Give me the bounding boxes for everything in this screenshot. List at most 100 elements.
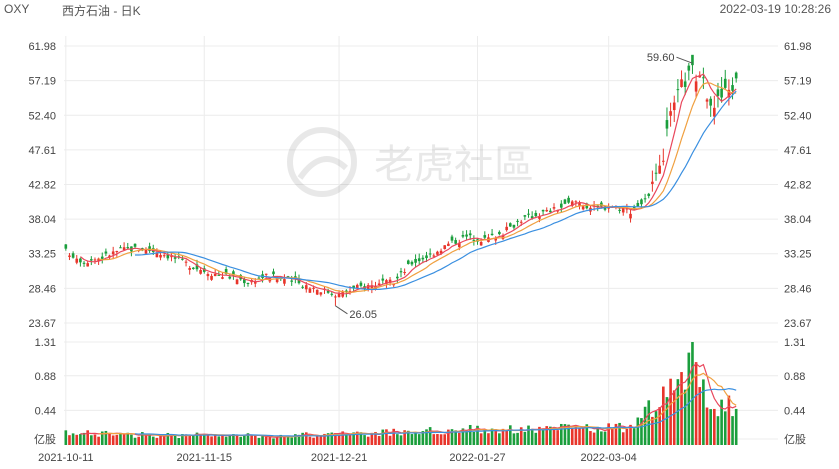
ticker-label: OXY	[4, 2, 30, 16]
high-leader	[676, 56, 693, 64]
volume-bar	[68, 435, 71, 445]
volume-bar	[527, 425, 530, 445]
volume-bar	[286, 436, 290, 445]
candle-body	[396, 276, 399, 279]
candle-body	[465, 234, 468, 237]
candle-body	[144, 248, 148, 254]
candle-body	[155, 252, 159, 258]
volume-bar	[603, 431, 607, 445]
candle-body	[454, 240, 457, 244]
volume-tick-right: 0.88	[784, 371, 805, 383]
volume-bar	[654, 411, 658, 445]
volume-bar	[731, 416, 734, 445]
volume-bar	[221, 434, 224, 445]
candle-body	[519, 221, 523, 223]
volume-tick-right: 亿股	[784, 433, 806, 446]
volume-bar	[570, 427, 574, 445]
volume-bar	[698, 387, 702, 445]
candle-body	[82, 262, 86, 264]
candle-body	[731, 85, 734, 91]
volume-bar	[239, 436, 243, 445]
date-tick: 2021-11-15	[177, 452, 232, 464]
candle-body	[297, 279, 301, 284]
volume-bar	[235, 434, 239, 445]
volume-bar	[388, 435, 392, 445]
candle-body	[100, 256, 104, 259]
volume-bar	[421, 431, 425, 445]
volume-bar	[705, 407, 709, 445]
volume-bar	[366, 436, 370, 445]
candle-body	[734, 72, 738, 79]
candle-body	[79, 258, 82, 263]
candle-body	[596, 205, 600, 207]
candle-body	[705, 99, 709, 102]
volume-bar	[665, 397, 669, 445]
volume-bar	[483, 429, 487, 445]
candle-body	[498, 231, 501, 235]
candle-body	[228, 276, 232, 279]
price-tick-right: 23.67	[784, 318, 812, 330]
candle-body	[472, 239, 476, 241]
price-ma10-line	[98, 82, 737, 293]
date-tick: 2021-12-21	[311, 452, 367, 464]
volume-bar	[589, 431, 592, 445]
candle-body	[111, 251, 115, 255]
candle-body	[264, 273, 268, 275]
volume-bar	[454, 430, 457, 445]
volume-tick-left: 1.31	[35, 337, 56, 349]
candle-body	[443, 245, 447, 250]
volume-bar	[399, 435, 403, 445]
candle-body	[538, 216, 541, 219]
volume-bar	[447, 429, 450, 445]
candle-body	[166, 254, 170, 259]
candle-body	[406, 260, 410, 264]
low-label: 26.05	[349, 309, 377, 321]
price-ma20-line	[135, 90, 737, 291]
volume-bar	[640, 418, 643, 445]
volume-bar	[170, 435, 173, 445]
volume-bar	[104, 430, 108, 445]
candle-body	[691, 54, 694, 66]
volume-bar	[195, 432, 199, 445]
volume-bar	[100, 431, 104, 445]
volume-bar	[417, 434, 421, 445]
volume-bar	[283, 436, 286, 445]
candle-body	[388, 279, 392, 283]
volume-bars	[64, 342, 738, 445]
candle-body	[658, 165, 661, 174]
volume-bar	[253, 435, 257, 445]
volume-bar	[676, 379, 680, 445]
volume-bar	[173, 435, 177, 445]
volume-bar	[126, 432, 130, 445]
volume-bar	[563, 424, 567, 445]
candle-body	[662, 160, 665, 162]
volume-bar	[414, 433, 417, 445]
candle-body	[450, 236, 454, 241]
candle-body	[428, 253, 432, 255]
volume-bar	[111, 435, 115, 445]
candle-body	[672, 102, 676, 111]
candle-body	[559, 203, 563, 208]
volume-bar	[687, 352, 691, 445]
volume-bar	[618, 422, 621, 445]
candle-body	[556, 210, 559, 212]
volume-bar	[428, 427, 432, 445]
volume-bar	[457, 432, 461, 445]
price-tick-right: 47.61	[784, 145, 812, 157]
candle-body	[319, 292, 323, 295]
candle-body	[71, 253, 75, 258]
price-tick-left: 38.04	[28, 214, 56, 226]
candle-body	[181, 258, 184, 260]
volume-bar	[381, 429, 385, 445]
candle-body	[312, 287, 315, 289]
volume-bar	[629, 424, 632, 445]
candle-body	[534, 212, 538, 217]
candle-body	[246, 282, 250, 284]
volume-bar	[264, 436, 268, 445]
volume-bar	[308, 436, 312, 445]
candle-body	[173, 257, 177, 259]
volume-bar	[279, 434, 283, 445]
candle-body	[399, 271, 403, 273]
volume-bar	[108, 433, 111, 445]
